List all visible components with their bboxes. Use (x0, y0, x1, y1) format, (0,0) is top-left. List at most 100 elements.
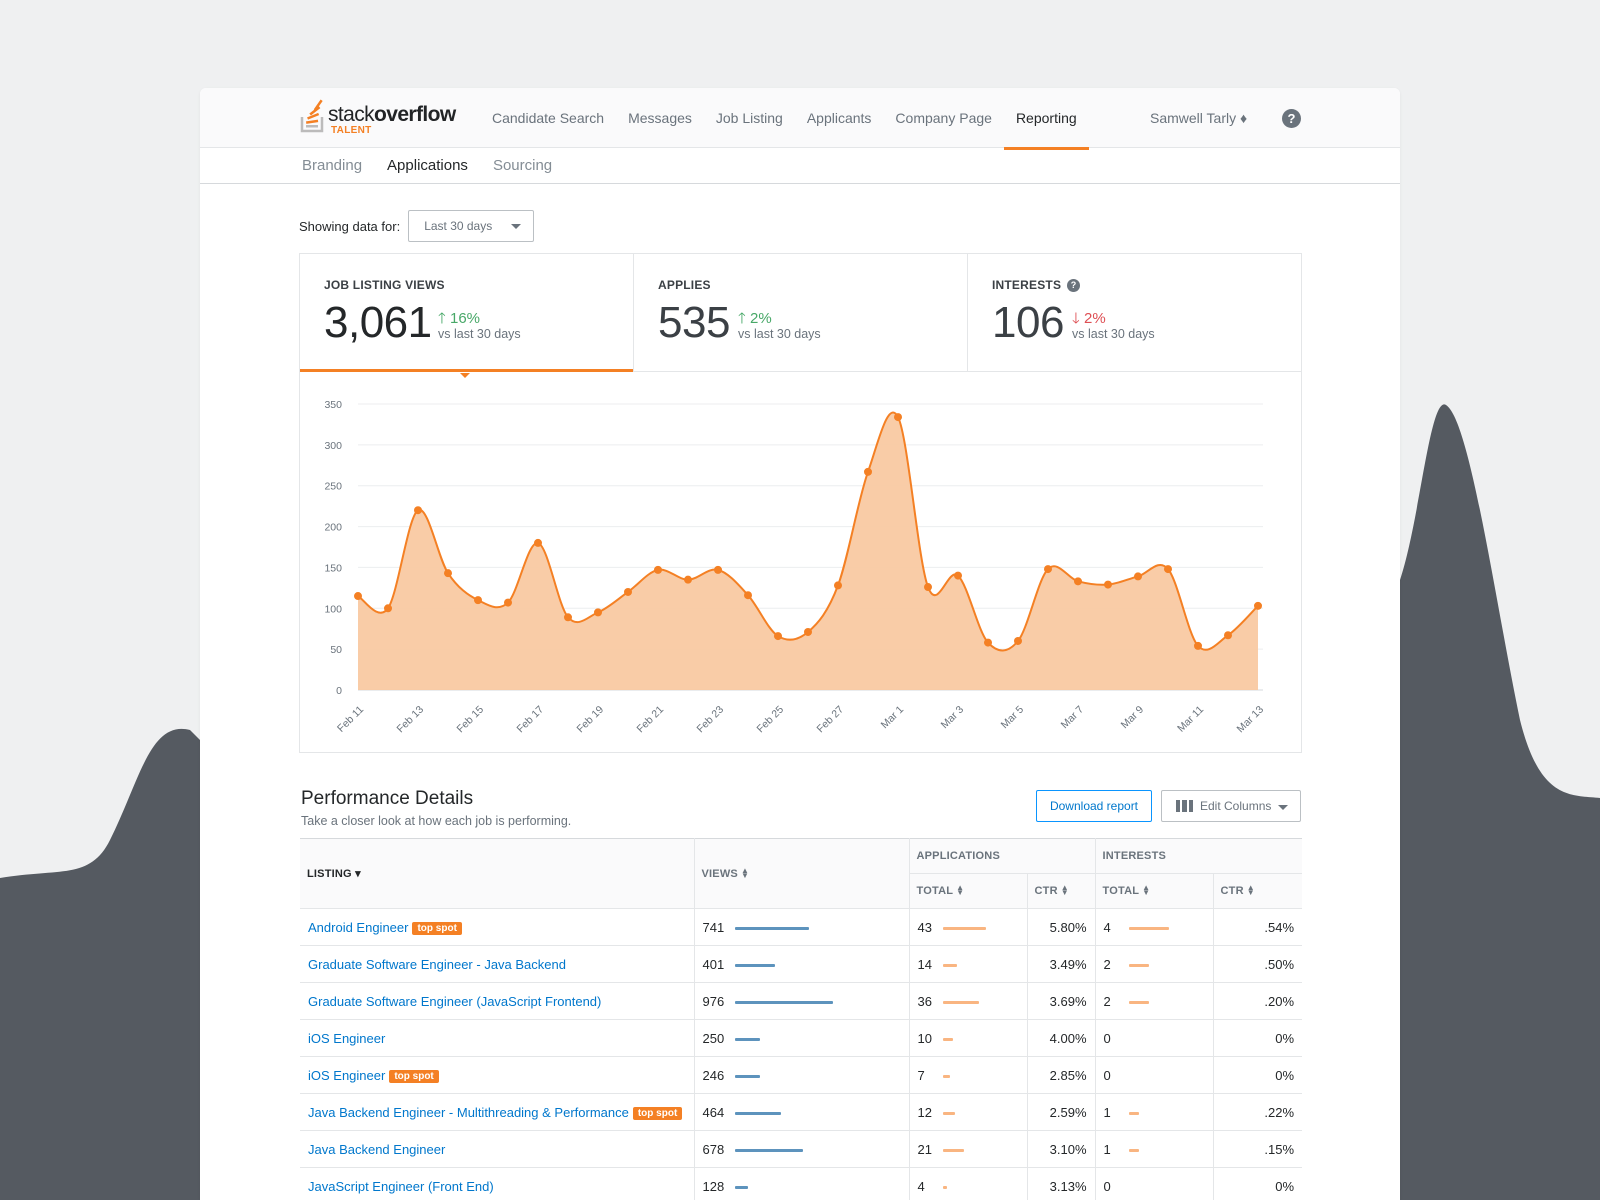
views-value: 976 (702, 993, 725, 1009)
app-total-cell: 10 (908, 1019, 1028, 1057)
int-total-value: 0 (1103, 1030, 1111, 1046)
data-point (984, 638, 992, 647)
table-row: Java Backend Engineer - Multithreading &… (300, 1093, 1303, 1131)
arrow-down-icon: 🡓 (1072, 310, 1080, 327)
data-point (864, 467, 872, 476)
nav-candidate-search[interactable]: Candidate Search (492, 110, 605, 126)
listing-cell: Java Backend Engineer (300, 1130, 695, 1168)
download-report-button[interactable]: Download report (1036, 790, 1152, 822)
app-total-bar (942, 1000, 979, 1004)
app-total-bar (942, 1185, 947, 1189)
table-row: Android Engineer top spot 741 43 5.80% 4 .54% (300, 908, 1303, 946)
data-point (744, 591, 752, 600)
subnav-branding[interactable]: Branding (302, 157, 363, 174)
listing-cell: Android Engineer top spot (300, 908, 695, 946)
stat-compare: vs last 30 days (438, 327, 521, 341)
subnav-sourcing[interactable]: Sourcing (492, 157, 553, 174)
int-ctr-value: .50% (1212, 945, 1303, 983)
listing-link[interactable]: Graduate Software Engineer - Java Backen… (308, 956, 566, 972)
data-point (774, 632, 782, 641)
user-menu[interactable]: Samwell Tarly ♦ (1150, 110, 1248, 126)
col-group-interests: INTERESTS (1094, 838, 1303, 874)
question-circle-icon[interactable]: ? (1282, 109, 1301, 128)
nav-applicants[interactable]: Applicants (806, 110, 872, 126)
listing-link[interactable]: JavaScript Engineer (Front End) (308, 1178, 494, 1194)
app-total-cell: 43 (908, 908, 1028, 946)
data-point (1104, 580, 1112, 589)
logo-text-light: stack (328, 103, 375, 126)
x-tick-label: Feb 23 (695, 704, 727, 736)
nav-job-listing[interactable]: Job Listing (715, 110, 783, 126)
edit-columns-button[interactable]: Edit Columns (1161, 790, 1301, 822)
y-tick-label: 200 (324, 522, 342, 534)
app-ctr-value: 4.00% (1026, 1019, 1096, 1057)
nav-reporting[interactable]: Reporting (1003, 88, 1089, 150)
stackoverflow-talent-logo[interactable]: stackoverflow TALENT (300, 99, 456, 137)
listing-link[interactable]: Java Backend Engineer - Multithreading &… (308, 1104, 629, 1120)
nav-messages[interactable]: Messages (628, 110, 692, 126)
stat-value: 106 (992, 298, 1064, 347)
app-ctr-value: 5.80% (1026, 908, 1096, 946)
listing-link[interactable]: Java Backend Engineer (308, 1141, 446, 1157)
listing-link[interactable]: iOS Engineer (308, 1067, 386, 1083)
section-subtitle: Take a closer look at how each job is pe… (301, 814, 572, 828)
stat-title: JOB LISTING VIEWS (324, 278, 445, 292)
stat-change: 🡑 2% (738, 310, 772, 327)
app-total-cell: 7 (908, 1056, 1028, 1094)
col-int-ctr[interactable]: CTR ▲ ▼ (1212, 873, 1303, 909)
x-tick-label: Mar 9 (1119, 704, 1147, 732)
stat-tab-applies[interactable]: APPLIES 535 🡑 2% vs last 30 days (634, 254, 968, 371)
data-point (954, 571, 962, 580)
sort-icon: ▲ ▼ (1060, 883, 1069, 897)
table-row: Graduate Software Engineer (JavaScript F… (300, 982, 1303, 1020)
data-point (1074, 577, 1082, 586)
nav-company-page[interactable]: Company Page (895, 110, 992, 126)
col-listing[interactable]: LISTING ▾ (300, 838, 695, 909)
views-value: 246 (702, 1067, 725, 1083)
views-bar (734, 926, 809, 930)
int-total-cell: 4 (1094, 908, 1214, 946)
data-point (1194, 641, 1202, 650)
date-filter: Showing data for: Last 30 days (299, 210, 535, 242)
col-app-total[interactable]: TOTAL ▲ ▼ (908, 873, 1028, 909)
columns-icon (1176, 800, 1193, 812)
listing-link[interactable]: Android Engineer (308, 919, 409, 935)
views-cell: 741 (693, 908, 910, 946)
int-ctr-value: .22% (1212, 1093, 1303, 1131)
stat-tabs: JOB LISTING VIEWS 3,061 🡑 16% vs last 30… (300, 254, 1301, 378)
stat-value: 3,061 (324, 298, 432, 347)
data-point (414, 506, 422, 515)
app-total-bar (942, 1037, 953, 1041)
x-tick-label: Mar 13 (1235, 704, 1267, 736)
stat-tab-views[interactable]: JOB LISTING VIEWS 3,061 🡑 16% vs last 30… (300, 254, 634, 378)
app-window: stackoverflow TALENT Candidate Search Me… (200, 88, 1400, 1200)
int-ctr-value: .15% (1212, 1130, 1303, 1168)
int-total-bar (1128, 1148, 1139, 1152)
app-total-value: 4 (917, 1178, 925, 1194)
app-total-bar (942, 1148, 964, 1152)
subnav-applications[interactable]: Applications (387, 157, 468, 174)
int-ctr-value: 0% (1212, 1056, 1303, 1094)
stat-tab-interests[interactable]: INTERESTS? 106 🡓 2% vs last 30 days (968, 254, 1301, 371)
caret-down-icon (511, 224, 522, 229)
views-bar (734, 1185, 748, 1189)
listing-cell: iOS Engineer top spot (300, 1056, 695, 1094)
views-cell: 250 (693, 1019, 910, 1057)
int-ctr-value: 0% (1212, 1167, 1303, 1200)
help-icon[interactable]: ? (1067, 278, 1081, 292)
views-value: 741 (702, 919, 725, 935)
listing-link[interactable]: iOS Engineer (308, 1030, 386, 1046)
col-int-total[interactable]: TOTAL ▲ ▼ (1094, 873, 1214, 909)
app-ctr-value: 3.13% (1026, 1167, 1096, 1200)
data-point (624, 587, 632, 596)
listing-link[interactable]: Graduate Software Engineer (JavaScript F… (308, 993, 602, 1009)
col-app-ctr[interactable]: CTR ▲ ▼ (1026, 873, 1096, 909)
data-point (1164, 565, 1172, 574)
active-pointer (460, 373, 470, 378)
col-views[interactable]: VIEWS ▲ ▼ (693, 838, 910, 909)
date-range-select[interactable]: Last 30 days (408, 210, 535, 242)
y-tick-label: 250 (324, 481, 342, 493)
logo-tagline: TALENT (331, 125, 372, 136)
views-value: 464 (702, 1104, 725, 1120)
